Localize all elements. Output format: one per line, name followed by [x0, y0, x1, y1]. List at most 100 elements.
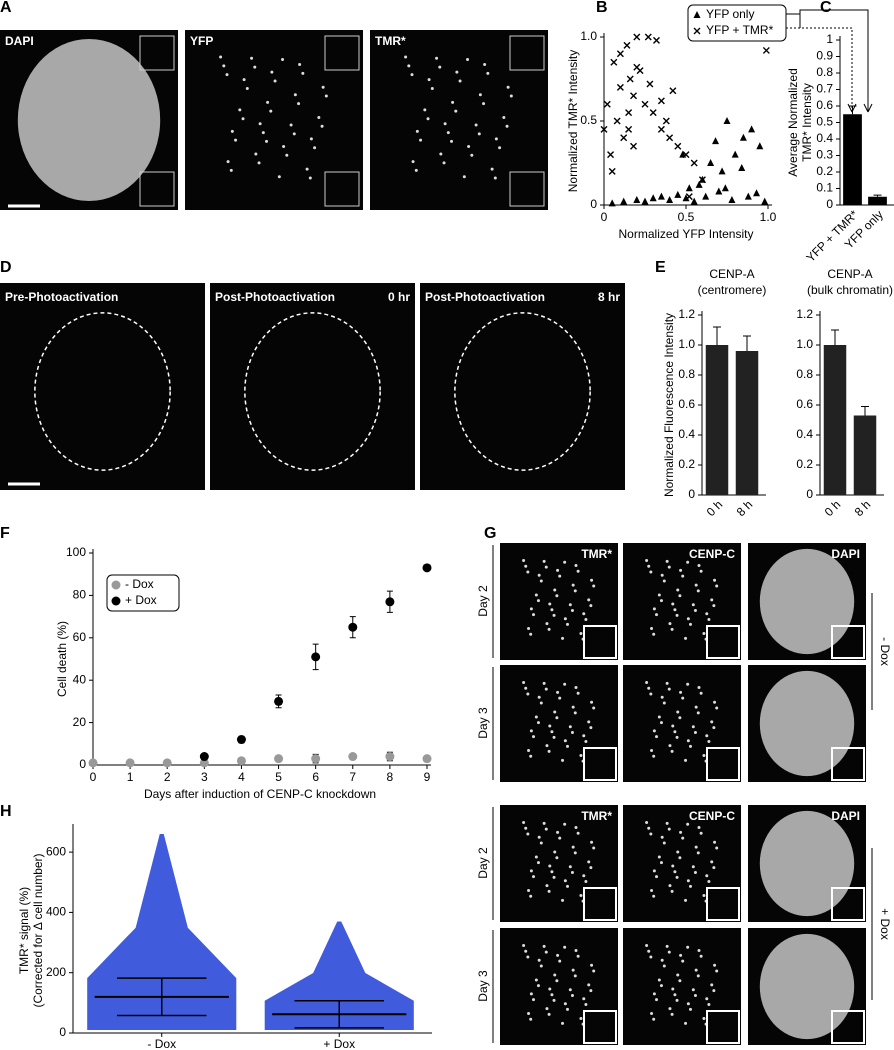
point: [649, 194, 657, 202]
spot: [419, 138, 423, 142]
spot: [269, 109, 273, 113]
spot: [688, 744, 692, 748]
spot: [556, 568, 560, 572]
spot: [699, 954, 703, 958]
spot: [681, 836, 685, 840]
spot: [659, 599, 663, 603]
y-tick-label: 0.9: [816, 49, 833, 63]
micrograph: [185, 30, 363, 210]
spot: [544, 950, 548, 954]
x-tick-label: 0: [90, 770, 97, 784]
spot: [679, 953, 683, 957]
spot: [697, 948, 701, 952]
point: [620, 197, 628, 205]
point: [644, 33, 652, 41]
point: [633, 195, 641, 203]
spot: [645, 821, 649, 825]
point: [199, 752, 209, 762]
x-tick-label: 8 h: [734, 497, 756, 519]
spot: [705, 612, 709, 616]
spot: [570, 871, 574, 875]
spot: [673, 608, 677, 612]
inset: [831, 887, 865, 921]
spot: [645, 559, 649, 563]
spot: [670, 1012, 674, 1016]
spot: [298, 63, 302, 67]
image-time: 0 hr: [388, 290, 410, 304]
micrograph: [623, 805, 741, 922]
micrograph: [370, 30, 548, 210]
spot: [550, 870, 554, 874]
spot: [317, 115, 321, 119]
spot: [565, 1007, 569, 1011]
y-axis-label: Normalized TMR* Intensity: [566, 50, 580, 193]
spot: [587, 720, 591, 724]
point: [702, 192, 710, 200]
chart-title: CENP-A: [709, 267, 754, 281]
spot: [483, 63, 487, 67]
spot: [526, 955, 530, 959]
point: [422, 754, 432, 764]
spot: [649, 692, 653, 696]
spot: [529, 869, 533, 873]
spot: [715, 706, 719, 710]
spot: [693, 609, 697, 613]
spot: [526, 692, 530, 696]
point: [712, 137, 720, 145]
spot: [455, 70, 459, 74]
spot: [548, 987, 552, 991]
spot: [534, 715, 538, 719]
x-axis-label: Normalized YFP Intensity: [619, 227, 754, 241]
spot: [238, 108, 242, 112]
column-label: DAPI: [831, 547, 860, 561]
micrograph: [500, 665, 618, 782]
spot: [691, 865, 695, 869]
spot: [684, 898, 688, 902]
y-axis-label: TMR* signal (%): [17, 887, 31, 974]
column-label: CENP-C: [689, 809, 735, 823]
point: [385, 752, 395, 762]
spot: [657, 715, 661, 719]
group-label: + Dox: [878, 908, 892, 940]
spot: [430, 87, 434, 90]
spot: [532, 613, 536, 617]
spot: [565, 884, 569, 888]
spot: [529, 632, 533, 636]
spot: [470, 153, 474, 157]
x-tick-label: 0 h: [822, 497, 844, 519]
point: [613, 117, 621, 125]
spot: [574, 685, 578, 689]
spot: [592, 846, 596, 850]
spot: [257, 161, 261, 165]
spot: [675, 875, 679, 879]
spot: [561, 636, 565, 640]
point: [698, 176, 706, 184]
spot: [537, 573, 541, 577]
spot: [645, 944, 649, 948]
spot: [713, 963, 717, 967]
spot: [649, 955, 653, 959]
legend-marker: [693, 27, 701, 35]
legend-marker: [111, 596, 121, 606]
spot: [226, 160, 230, 164]
spot: [592, 584, 596, 588]
spot: [655, 613, 659, 617]
spot: [536, 861, 540, 865]
spot: [662, 701, 666, 705]
point: [695, 180, 703, 188]
x-tick-label: 3: [201, 770, 208, 784]
legend-label: + Dox: [125, 593, 157, 607]
y-tick-label: 1.0: [678, 337, 695, 351]
spot: [242, 78, 246, 82]
spot: [313, 146, 317, 150]
spot: [548, 864, 552, 868]
panel-letter: G: [484, 525, 496, 542]
y-tick-label: 1: [826, 32, 833, 46]
spot: [277, 175, 281, 179]
row-label: Day 3: [476, 970, 490, 1002]
spot: [571, 845, 575, 849]
spot: [668, 622, 672, 626]
spot: [254, 152, 258, 156]
spot: [710, 983, 714, 987]
spot: [584, 618, 588, 622]
